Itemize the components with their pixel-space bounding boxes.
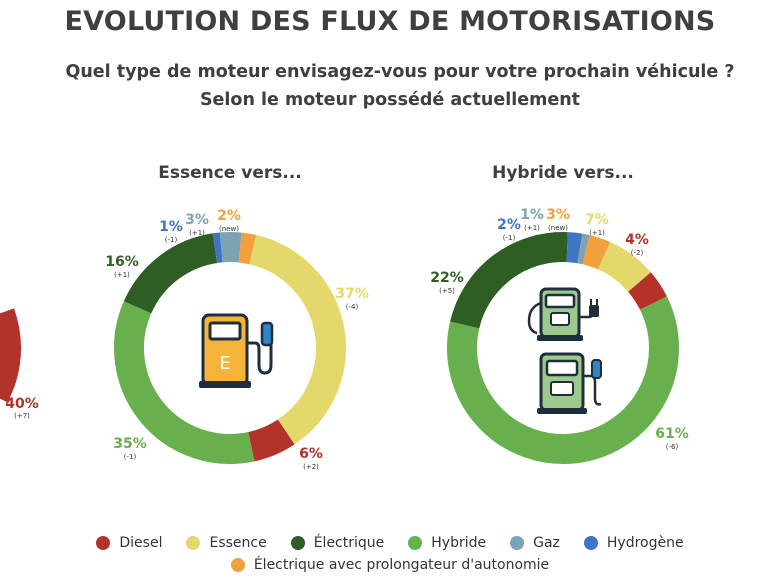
legend-label: Diesel <box>119 535 163 551</box>
legend-swatch <box>583 536 598 550</box>
slice-change-hybride: (-1) <box>124 453 137 461</box>
donut-slice-hybride <box>447 296 679 464</box>
slice-change-essence: (+1) <box>589 229 605 237</box>
legend-swatch <box>510 536 525 550</box>
svg-text:E: E <box>219 353 230 374</box>
slice-value-hybride: 35% <box>113 436 147 452</box>
slice-change-diesel: (+2) <box>303 463 319 471</box>
slice-value-hydrogene: 2% <box>497 217 521 233</box>
slice-value-electrique: 22% <box>430 270 464 286</box>
slice-change-essence: (-4) <box>346 303 359 311</box>
slice-change-hydrogene: (-1) <box>165 236 178 244</box>
slice-change-electrique: (+5) <box>439 287 455 295</box>
slice-value-essence: 7% <box>585 212 609 228</box>
legend-swatch <box>96 536 111 550</box>
slice-value-hydrogene: 1% <box>159 219 183 235</box>
slice-change-electrique-avec-prolongateur-d-autonomie: (new) <box>219 225 239 233</box>
slice-value-gaz: 3% <box>185 212 209 228</box>
legend-label: Électrique avec prolongateur d'autonomie <box>253 557 550 573</box>
page-subtitle: Selon le moteur possédé actuellement <box>199 90 581 110</box>
donut-slice-diesel <box>627 272 667 311</box>
donut-chart-right-partial <box>762 337 780 372</box>
slice-value-gaz: 1% <box>520 207 544 223</box>
donut-slice-essence <box>248 234 346 445</box>
legend-item-electrique: Électrique <box>290 535 385 551</box>
donut-slice-gaz <box>219 232 242 263</box>
legend-item-gaz: Gaz <box>510 535 560 551</box>
chart-title-hybride: Hybride vers... <box>492 163 634 183</box>
slice-change-gaz: (+1) <box>524 224 540 232</box>
slice-change-hydrogene: (-1) <box>503 234 516 242</box>
legend-label: Essence <box>209 535 267 551</box>
donut-slice-electrique-avec-prolongateur-d-autonomie <box>238 232 257 265</box>
chart-title-essence: Essence vers... <box>158 163 302 183</box>
legend-label: Gaz <box>533 535 560 551</box>
donut-slice-diesel <box>247 419 295 462</box>
donut-slice-hybride <box>114 301 255 464</box>
slice-change-diesel: (+7) <box>14 412 30 420</box>
legend-swatch <box>230 558 245 572</box>
slice-labels: 37%(-4)6%(+2)35%(-1)16%(+1)1%(-1)3%(+1)2… <box>5 207 689 471</box>
legend-swatch <box>186 536 201 550</box>
donut-slice-electrique <box>123 233 218 314</box>
legend-row: Électrique avec prolongateur d'autonomie <box>0 554 780 576</box>
slice-value-electrique-avec-prolongateur-d-autonomie: 3% <box>546 207 570 223</box>
slice-change-electrique: (+1) <box>114 271 130 279</box>
survey-question: Quel type de moteur envisagez-vous pour … <box>65 62 735 82</box>
slice-change-electrique-avec-prolongateur-d-autonomie: (new) <box>548 224 568 232</box>
legend-swatch <box>408 536 423 550</box>
legend-item-hybride: Hybride <box>408 535 486 551</box>
legend: Diesel Essence Électrique Hybride Gaz Hydrogè… <box>0 532 780 576</box>
slice-value-essence: 37% <box>335 286 369 302</box>
fuel-pump-e-icon: E <box>199 313 274 388</box>
slice-change-hybride: (-6) <box>666 443 679 451</box>
legend-label: Électrique <box>313 535 385 551</box>
slice-value-electrique-avec-prolongateur-d-autonomie: 2% <box>217 208 241 224</box>
donut-slice-hydrogene <box>212 232 223 263</box>
donut-slice-essence <box>597 242 651 293</box>
legend-item-electrique-avec-prolongateur-d-autonomie: Électrique avec prolongateur d'autonomie <box>230 557 550 573</box>
slice-value-diesel: 4% <box>625 232 649 248</box>
slice-value-electrique: 16% <box>105 254 139 270</box>
slice-value-diesel: 6% <box>299 446 323 462</box>
donut-slice-electrique <box>450 232 568 329</box>
legend-item-hydrogene: Hydrogène <box>583 535 684 551</box>
slice-value-hybride: 61% <box>655 426 689 442</box>
donut-slice-gaz <box>577 233 590 265</box>
donut-chart-left-partial <box>0 308 21 403</box>
donut-slice-hydrogene <box>566 232 583 264</box>
donut-chart-hybride <box>447 232 679 464</box>
legend-label: Hybride <box>431 535 487 551</box>
legend-row: Diesel Essence Électrique Hybride Gaz Hydrogè… <box>0 532 780 554</box>
hybrid-pumps-icon <box>527 287 602 414</box>
legend-label: Hydrogène <box>606 535 684 551</box>
donut-slice-diesel <box>0 308 21 403</box>
slice-change-gaz: (+1) <box>189 229 205 237</box>
legend-swatch <box>290 536 305 550</box>
legend-item-essence: Essence <box>186 535 267 551</box>
slice-value-diesel: 40% <box>5 396 39 412</box>
donut-chart-essence <box>114 232 346 464</box>
legend-item-diesel: Diesel <box>96 535 162 551</box>
page-title: EVOLUTION DES FLUX DE MOTORISATIONS <box>64 6 716 37</box>
donut-slice-electrique-avec-prolongateur-d-autonomie <box>582 235 611 270</box>
slice-change-diesel: (-2) <box>631 249 644 257</box>
